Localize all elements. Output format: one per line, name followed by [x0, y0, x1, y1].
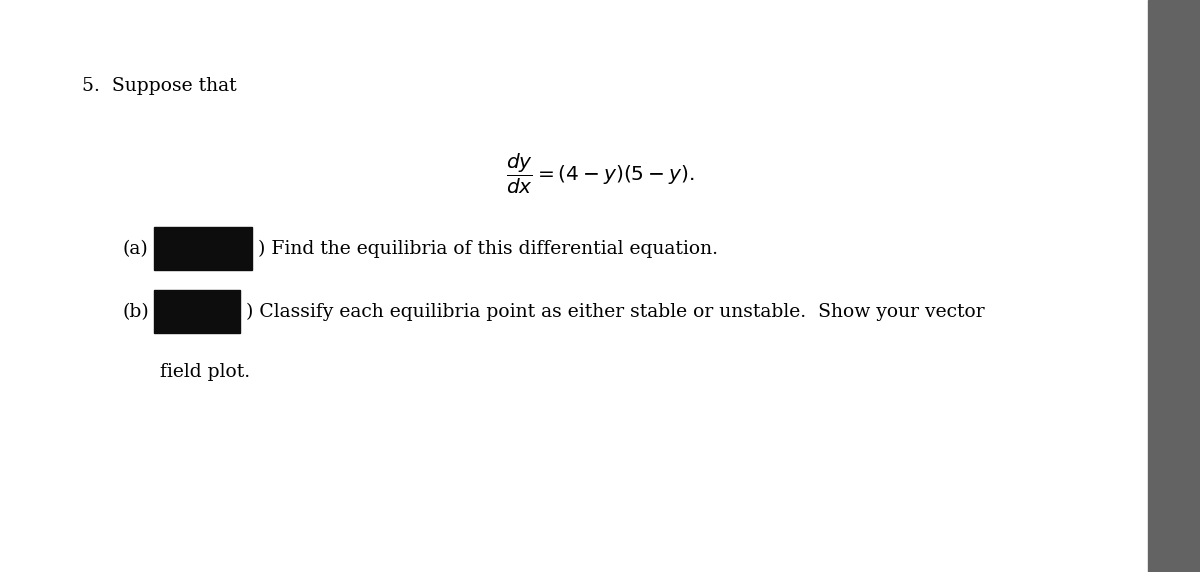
Text: field plot.: field plot. — [160, 363, 250, 381]
Text: 5.  Suppose that: 5. Suppose that — [82, 77, 236, 95]
Text: (b): (b) — [122, 303, 149, 321]
Text: ) Find the equilibria of this differential equation.: ) Find the equilibria of this differenti… — [258, 240, 718, 258]
Text: $\dfrac{dy}{dx} = (4 - y)(5 - y).$: $\dfrac{dy}{dx} = (4 - y)(5 - y).$ — [506, 152, 694, 196]
FancyBboxPatch shape — [154, 228, 252, 271]
Text: ) Classify each equilibria point as either stable or unstable.  Show your vector: ) Classify each equilibria point as eith… — [246, 303, 985, 321]
FancyBboxPatch shape — [154, 290, 240, 333]
Text: (a): (a) — [122, 240, 148, 258]
